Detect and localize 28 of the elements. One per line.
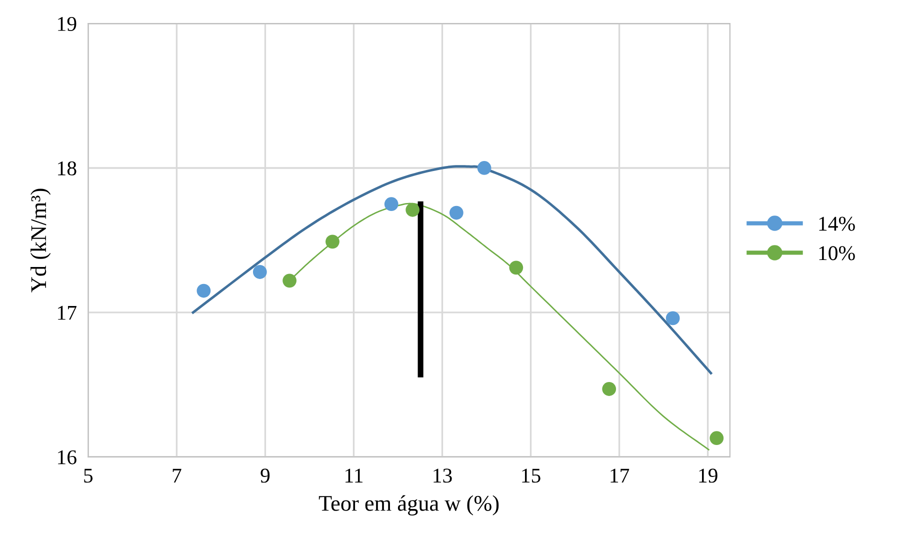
x-tick-label: 11 [346,468,362,482]
point [326,234,340,249]
y-tick-label: 17 [58,306,76,320]
y-tick-label: 16 [58,450,76,464]
x-tick-label: 5 [84,468,93,483]
point [406,202,420,217]
legend-label: 14% [819,216,855,231]
y-axis-title: Yd (kN/m³) [30,188,51,292]
point [666,311,680,326]
point [196,284,211,298]
legend-label: 10% [819,246,855,260]
x-tick-label: 13 [434,468,452,483]
point [449,206,464,220]
x-tick-label: 15 [522,468,540,483]
y-tick-label: 19 [58,16,76,31]
point [282,274,296,288]
point [710,431,724,446]
x-tick-label: 17 [610,468,630,482]
point [252,265,267,279]
x-tick-label: 19 [699,468,718,483]
x-tick-label: 7 [172,468,182,482]
x-tick-label: 9 [260,468,270,483]
y-tick-label: 18 [58,161,76,176]
x-axis-title: Teor em água w (%) [318,495,499,516]
point [477,161,492,175]
point [602,382,616,396]
point [384,197,398,212]
point [509,260,524,275]
